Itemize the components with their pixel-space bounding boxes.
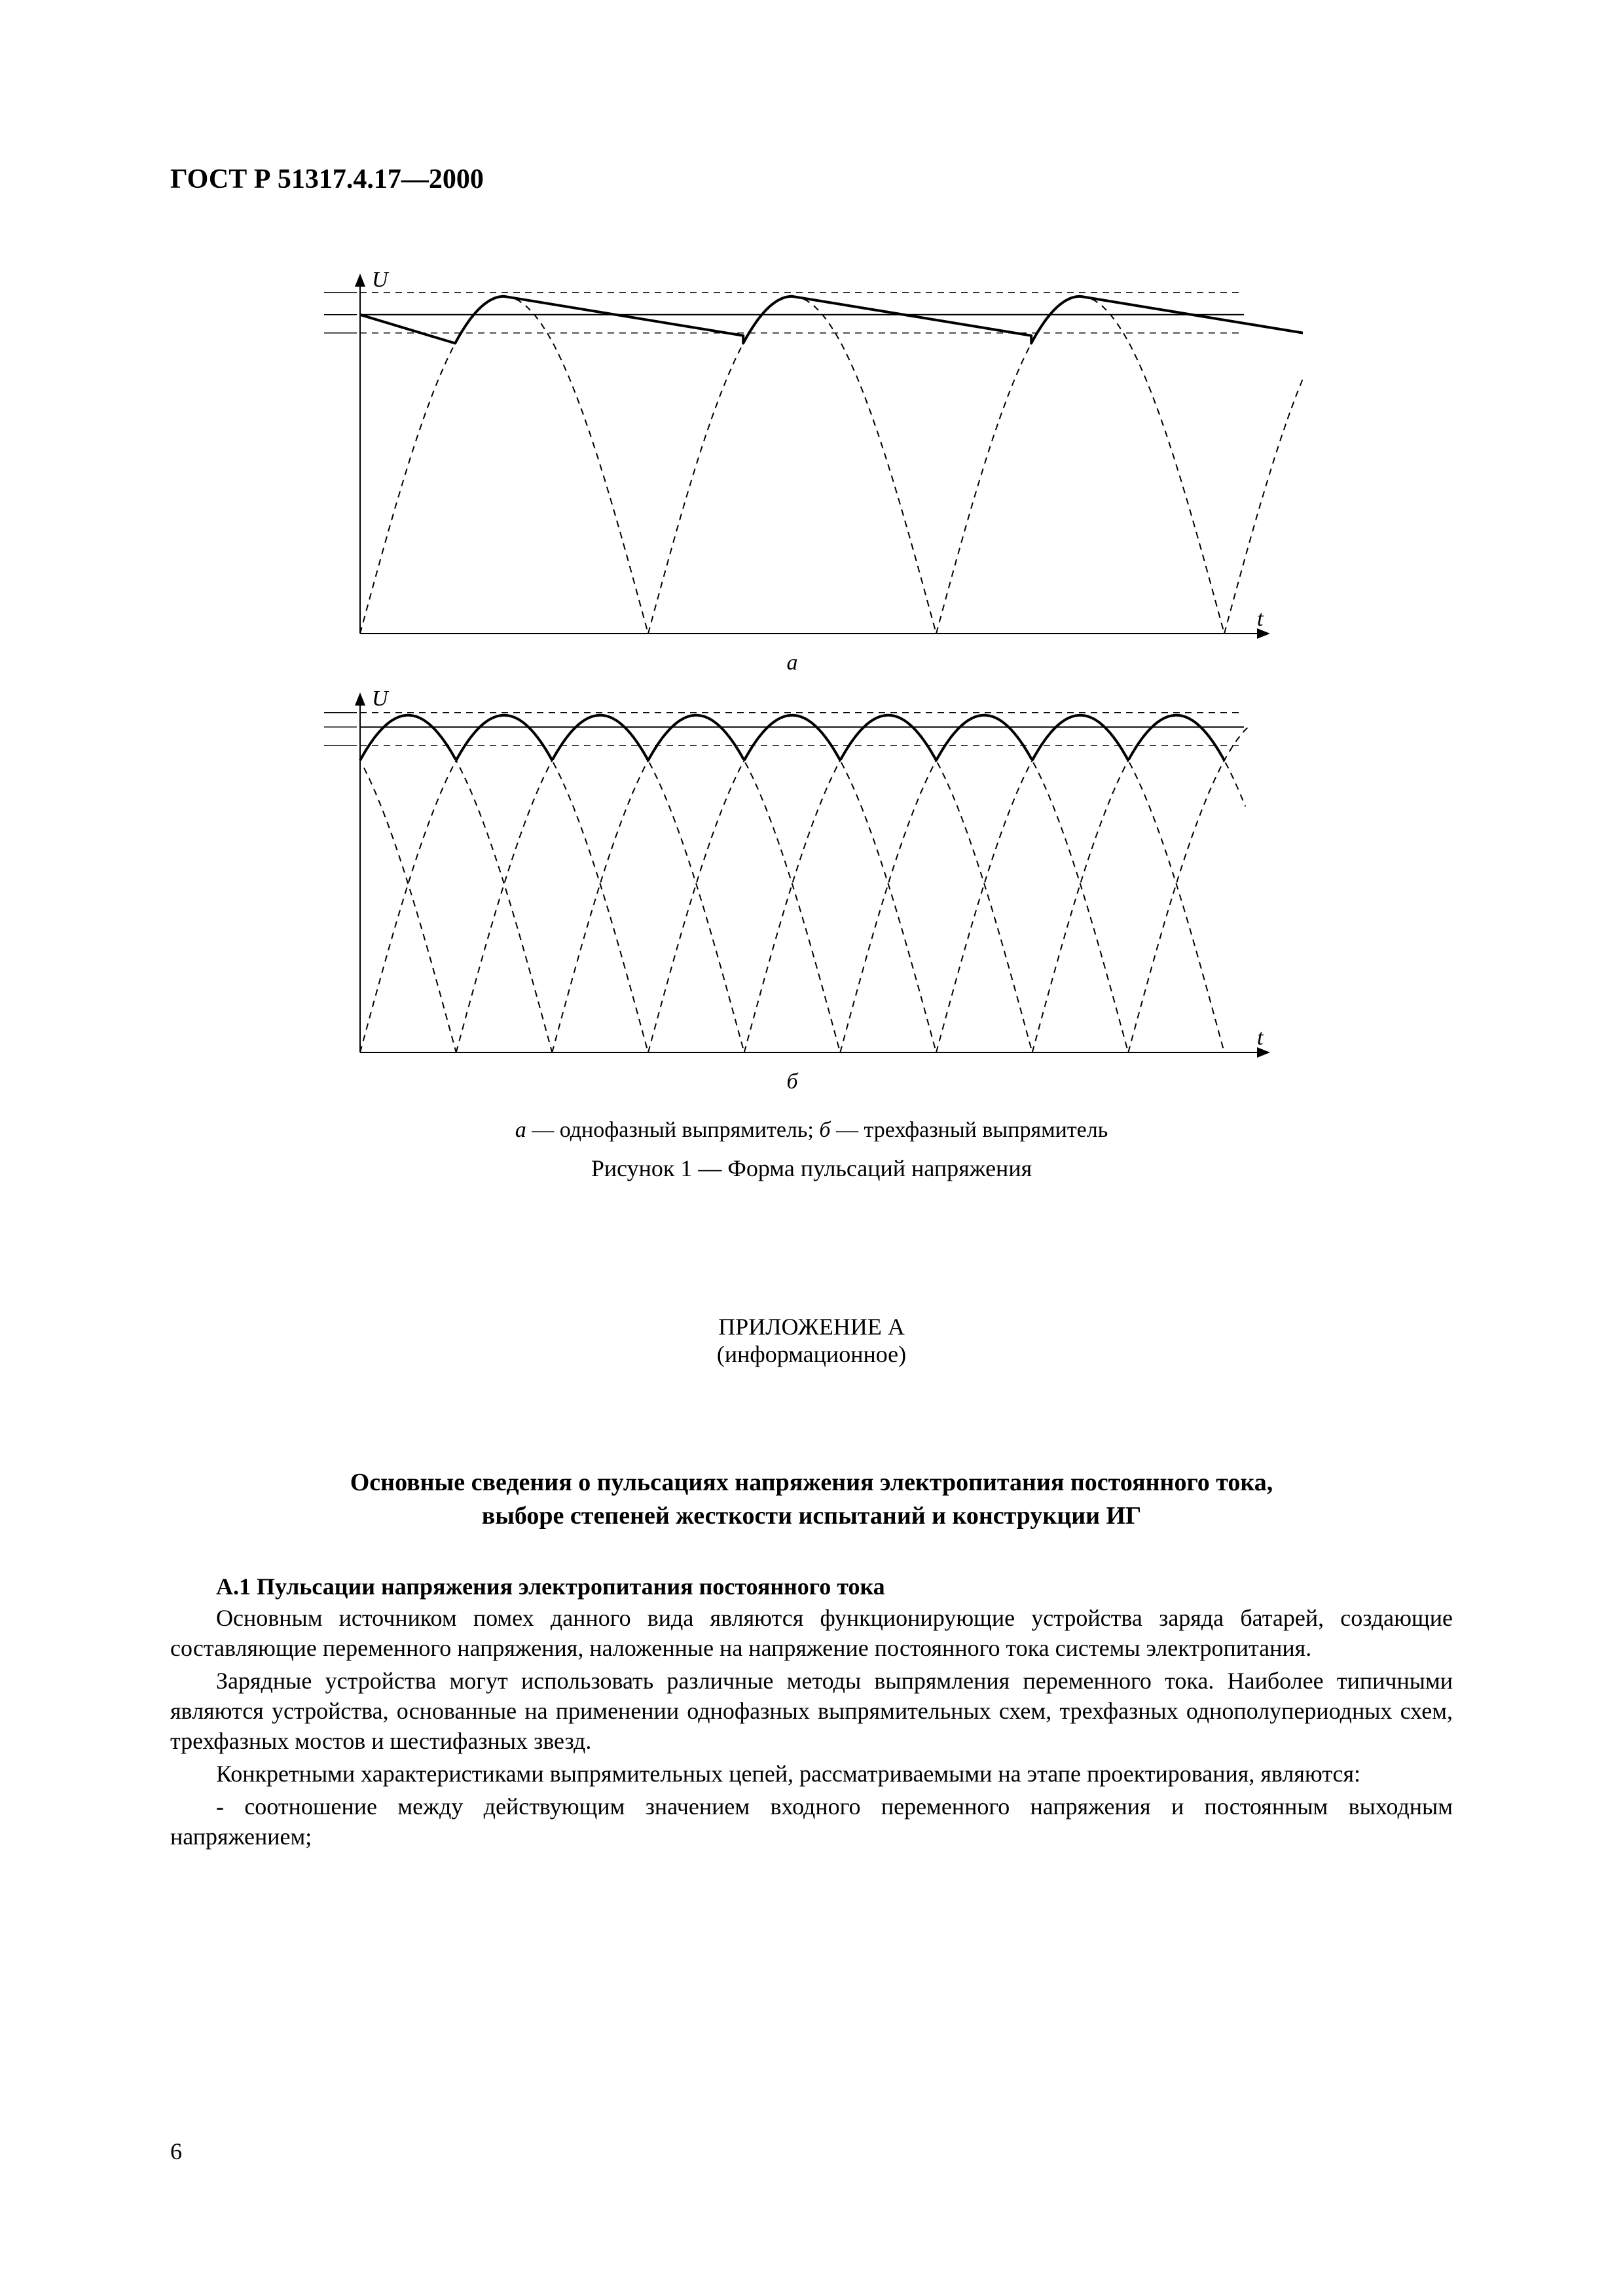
appendix-heading: ПРИЛОЖЕНИЕ А (информационное) (170, 1313, 1453, 1368)
svg-text:U: U (372, 687, 390, 711)
legend-b-text: — трехфазный выпрямитель (830, 1118, 1108, 1142)
list-item-1: - соотношение между действующим значение… (170, 1791, 1453, 1852)
svg-text:U: U (372, 268, 390, 292)
paragraph-1: Основным источником помех данного вида я… (170, 1603, 1453, 1663)
svg-text:t: t (1257, 1026, 1264, 1050)
legend-a-text: — однофазный выпрямитель; (526, 1118, 820, 1142)
page-number: 6 (170, 2138, 182, 2165)
figure-legend: а — однофазный выпрямитель; б — трехфазн… (170, 1118, 1453, 1143)
appendix-title-line1: Основные сведения о пульсациях напряжени… (170, 1466, 1453, 1499)
paragraph-3: Конкретными характеристиками выпрямитель… (170, 1759, 1453, 1789)
document-header: ГОСТ Р 51317.4.17—2000 (170, 164, 1453, 195)
chart-b: UtUmaxUd.cUminб (321, 686, 1303, 1105)
svg-text:б: б (786, 1069, 799, 1094)
appendix-title: Основные сведения о пульсациях напряжени… (170, 1466, 1453, 1534)
chart-a: UtUmaxUd.cUminа (321, 267, 1303, 686)
legend-a-letter: а (515, 1118, 526, 1142)
appendix-title-line2: выборе степеней жесткости испытаний и ко… (170, 1499, 1453, 1533)
appendix-name: ПРИЛОЖЕНИЕ А (170, 1313, 1453, 1340)
figure-caption: Рисунок 1 — Форма пульсаций напряжения (170, 1155, 1453, 1182)
paragraph-2: Зарядные устройства могут использовать р… (170, 1666, 1453, 1756)
appendix-note: (информационное) (170, 1340, 1453, 1368)
legend-b-letter: б (819, 1118, 830, 1142)
figure-1: UtUmaxUd.cUminа UtUmaxUd.cUminб а — одно… (170, 267, 1453, 1182)
svg-text:t: t (1257, 607, 1264, 631)
section-a1-heading: А.1 Пульсации напряжения электропитания … (170, 1573, 1453, 1600)
svg-text:а: а (786, 651, 797, 675)
